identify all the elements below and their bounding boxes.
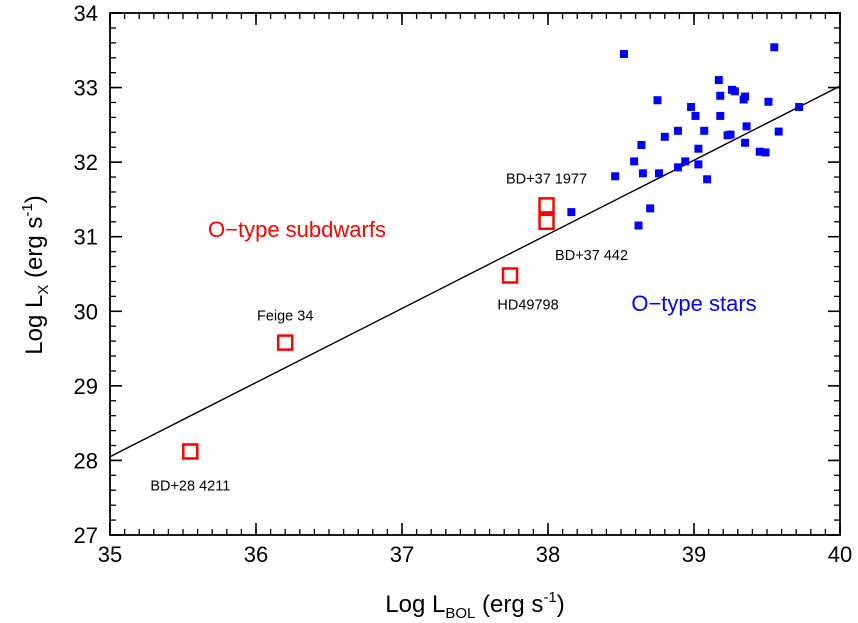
ostar-marker xyxy=(634,221,643,230)
y-axis-title-unit-post: ) xyxy=(21,195,48,203)
subdwarf-markers xyxy=(182,197,555,460)
plot-frame xyxy=(109,12,841,536)
x-axis-title-sub: BOL xyxy=(445,605,475,622)
ostar-marker xyxy=(673,163,682,172)
y-tick-label: 29 xyxy=(74,374,98,399)
subdwarf-marker xyxy=(538,197,555,214)
subdwarf-marker xyxy=(276,334,294,351)
ostar-marker xyxy=(730,87,739,96)
y-tick-label: 27 xyxy=(74,523,98,548)
x-tick-label: 35 xyxy=(98,542,122,567)
subdwarf-marker xyxy=(182,443,199,460)
ostar-marker xyxy=(716,111,725,120)
ostar-marker xyxy=(681,157,690,166)
ostars-group-label: O−type stars xyxy=(631,291,756,316)
ostar-marker xyxy=(619,50,628,59)
x-axis-title-main: Log L xyxy=(385,591,445,618)
ostar-marker xyxy=(770,43,779,52)
y-axis-title-sub: X xyxy=(35,285,52,295)
ostar-marker xyxy=(687,102,696,111)
x-axis-title: Log LBOL (erg s-1) xyxy=(385,589,564,622)
ostar-marker xyxy=(673,126,682,135)
ostar-marker xyxy=(716,91,725,100)
ostar-marker xyxy=(653,96,662,105)
ostar-marker xyxy=(646,204,655,213)
ostar-marker xyxy=(726,130,735,139)
x-axis-title-sup: -1 xyxy=(543,589,556,606)
ostar-marker xyxy=(660,132,669,141)
ostar-marker xyxy=(703,175,712,184)
ostar-marker xyxy=(795,102,804,111)
subdwarfs-group-label: O−type subdwarfs xyxy=(208,217,386,242)
group-labels: O−type subdwarfs O−type stars xyxy=(208,217,757,316)
y-tick-label: 32 xyxy=(74,150,98,175)
y-axis-title: Log LX (erg s-1) xyxy=(19,195,52,354)
ostar-marker xyxy=(630,157,639,166)
ostar-marker xyxy=(741,92,750,101)
y-tick-label: 34 xyxy=(74,1,98,26)
point-label: HD49798 xyxy=(497,297,558,313)
y-axis-title-main: Log L xyxy=(21,295,48,355)
ostar-marker xyxy=(764,97,773,106)
ostar-marker xyxy=(714,76,723,85)
x-tick-label: 38 xyxy=(536,542,560,567)
x-tick-labels: 35 36 37 38 39 40 xyxy=(98,542,852,567)
x-tick-label: 36 xyxy=(244,542,268,567)
ostar-marker xyxy=(694,160,703,169)
point-label: BD+37 442 xyxy=(555,248,628,264)
ostar-marker xyxy=(774,127,783,136)
ostar-marker xyxy=(755,147,764,156)
point-label: BD+37 1977 xyxy=(506,171,587,187)
subdwarf-marker xyxy=(501,267,519,284)
point-label: BD+28 4211 xyxy=(150,478,230,494)
x-tick-label: 37 xyxy=(390,542,414,567)
ostar-marker xyxy=(567,208,576,217)
ostar-marker xyxy=(637,140,646,149)
ostar-marker xyxy=(761,148,770,157)
y-axis-title-unit-pre: (erg s xyxy=(21,217,48,285)
x-axis-title-unit-post: ) xyxy=(557,591,565,618)
ostar-markers xyxy=(567,43,804,230)
ostar-marker xyxy=(694,144,703,153)
y-tick-label: 30 xyxy=(74,299,98,324)
y-tick-labels: 27 28 29 30 31 32 33 34 xyxy=(74,1,98,548)
fit-line xyxy=(109,85,841,458)
ostar-marker xyxy=(691,111,700,120)
y-tick-label: 28 xyxy=(74,448,98,473)
ostar-marker xyxy=(638,169,647,178)
x-axis-title-unit-pre: (erg s xyxy=(475,591,543,618)
point-label: Feige 34 xyxy=(257,309,313,325)
subdwarf-marker xyxy=(538,213,555,231)
x-tick-label: 39 xyxy=(682,542,706,567)
y-tick-label: 31 xyxy=(74,225,98,250)
x-tick-label: 40 xyxy=(828,542,852,567)
ostar-marker xyxy=(742,122,751,131)
ostar-marker xyxy=(741,138,750,147)
y-axis-title-sup: -1 xyxy=(19,203,36,216)
ostar-marker xyxy=(611,172,620,181)
ostar-marker xyxy=(654,169,663,178)
point-labels: BD+28 4211 Feige 34 HD49798 BD+37 1977 BD+37… xyxy=(150,171,628,494)
ostar-marker xyxy=(700,126,709,135)
y-tick-label: 33 xyxy=(74,76,98,101)
